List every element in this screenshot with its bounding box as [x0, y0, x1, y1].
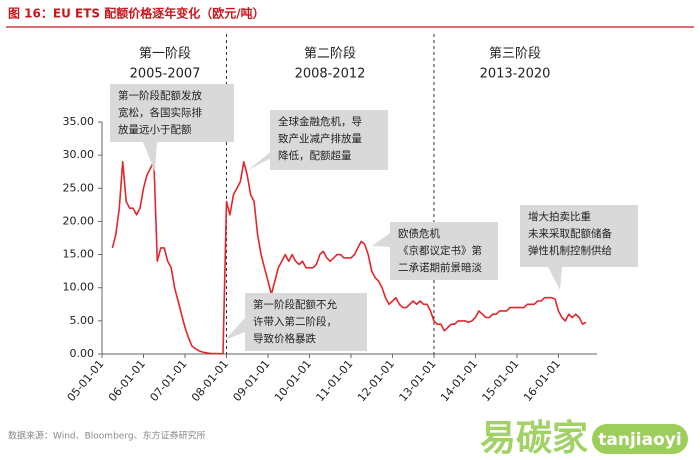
- x-tick-label: 07-01-01: [148, 358, 190, 405]
- x-tick-label: 14-01-01: [438, 358, 480, 405]
- watermark: tanjiaoyi: [598, 430, 681, 450]
- callout-text: 未来采取配额储备: [528, 227, 612, 240]
- source: 数据来源：Wind、Bloomberg、东方证券研究所: [8, 430, 206, 442]
- x-tick-label: 13-01-01: [396, 358, 438, 405]
- price-line: [111, 161, 587, 355]
- callout-text: 导致价格暴跌: [253, 332, 316, 345]
- phase-period: 2013-2020: [480, 67, 551, 82]
- phase-name: 第三阶段: [489, 47, 541, 62]
- callout-text: 二承诺期前景暗淡: [398, 261, 482, 274]
- phase-period: 2008-2012: [295, 67, 366, 82]
- callout-text: 第一阶段配额发放: [118, 89, 202, 102]
- callout-box: [270, 110, 388, 170]
- x-tick-label: 15-01-01: [479, 358, 521, 405]
- callout-pointer: [225, 318, 245, 340]
- phase-period: 2005-2007: [130, 67, 201, 82]
- callout-text: 全球金融危机，导: [278, 115, 362, 128]
- phase-name: 第二阶段: [304, 47, 356, 62]
- x-tick-label: 10-01-01: [272, 358, 314, 405]
- y-tick-label: 25.00: [63, 181, 95, 194]
- x-tick-label: 08-01-01: [189, 358, 231, 405]
- callout-box: [245, 293, 367, 351]
- callout-text: 宽松，各国实际排: [118, 106, 202, 119]
- callout-text: 《京都议定书》第: [398, 244, 482, 257]
- phase-name: 第一阶段: [139, 47, 191, 62]
- callout-text: 欧债危机: [398, 227, 440, 240]
- x-tick-label: 09-01-01: [231, 358, 273, 405]
- callout-box: [390, 222, 498, 280]
- callout-pointer: [143, 142, 157, 172]
- callout-text: 第一阶段配额不允: [253, 298, 337, 311]
- x-tick-label: 12-01-01: [355, 358, 397, 405]
- chart-title: 图 16：EU ETS 配额价格逐年变化（欧元/吨）: [8, 6, 265, 21]
- x-tick-label: 05-01-01: [65, 358, 107, 405]
- y-tick-label: 30.00: [63, 148, 95, 161]
- callout-text: 放量远小于配额: [118, 123, 192, 136]
- y-tick-label: 15.00: [63, 248, 95, 261]
- y-tick-label: 20.00: [63, 214, 95, 227]
- y-tick-label: 5.00: [70, 314, 95, 327]
- watermark-badge: [592, 424, 688, 454]
- callout-pointer: [372, 233, 390, 247]
- callout-text: 弹性机制控制供给: [528, 244, 612, 257]
- callout-text: 增大拍卖比重: [528, 210, 591, 223]
- y-tick-label: 10.00: [63, 281, 95, 294]
- x-tick-label: 16-01-01: [521, 358, 563, 405]
- y-tick-label: 35.00: [63, 115, 95, 128]
- x-tick-label: 06-01-01: [106, 358, 148, 405]
- callout-text: 致产业减产排放量: [278, 132, 362, 145]
- watermark: 易碳家: [480, 418, 588, 459]
- x-tick-label: 11-01-01: [313, 358, 355, 405]
- callout-box: [520, 205, 638, 267]
- callout-pointer: [548, 267, 562, 290]
- callout-text: 降低，配额超量: [278, 149, 352, 162]
- callout-text: 许带入第二阶段，: [253, 315, 337, 328]
- y-tick-label: 0.00: [70, 347, 95, 360]
- callout-box: [110, 84, 234, 142]
